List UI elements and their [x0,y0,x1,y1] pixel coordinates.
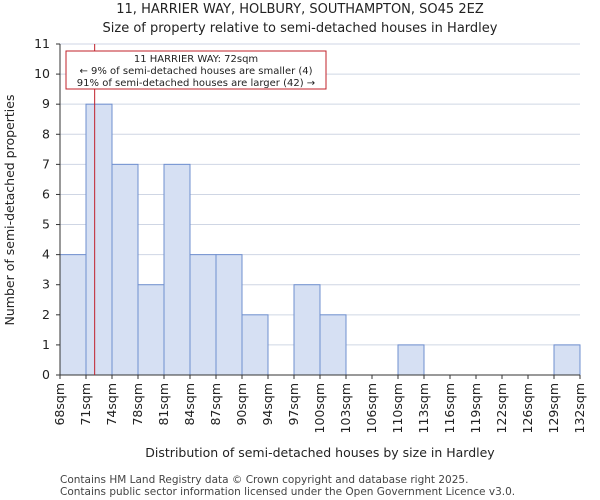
x-tick-label: 90sqm [234,383,249,426]
footer-line-1: Contains HM Land Registry data © Crown c… [60,474,468,486]
x-tick-label: 78sqm [130,383,145,426]
x-tick-label: 68sqm [52,383,67,426]
bar [293,284,321,376]
y-tick-label: 8 [42,126,50,141]
y-tick-label: 1 [42,337,50,352]
x-tick-label: 129sqm [546,383,561,433]
x-tick-label: 81sqm [156,383,171,426]
x-tick-label: 74sqm [104,383,119,426]
bar [111,163,139,376]
y-tick-label: 7 [42,156,50,171]
y-ticks: 0 1 2 3 4 5 6 7 8 9 10 11 [34,36,60,382]
y-tick-label: 0 [42,367,50,382]
bar [241,314,269,376]
bar [137,284,165,376]
bar [397,344,425,376]
x-tick-label: 126sqm [520,383,535,433]
x-tick-label: 113sqm [416,383,431,433]
annotation-line-1: 11 HARRIER WAY: 72sqm [134,54,258,65]
y-tick-label: 5 [42,217,50,232]
x-tick-label: 132sqm [572,383,587,433]
y-axis-label: Number of semi-detached properties [2,95,17,326]
bar [215,254,243,376]
bar [553,344,581,376]
bar [59,254,87,376]
annotation-box [65,50,327,90]
bars [59,103,581,376]
y-tick-label: 10 [34,66,50,81]
x-tick-label: 106sqm [364,383,379,433]
chart-title: 11, HARRIER WAY, HOLBURY, SOUTHAMPTON, S… [116,2,484,17]
bar [85,103,113,376]
chart-subtitle: Size of property relative to semi-detach… [103,21,498,36]
x-ticks: 68sqm 71sqm 74sqm 78sqm 81sqm 84sqm 87sqm 90sqm… [52,375,587,433]
x-tick-label: 110sqm [390,383,405,433]
x-tick-label: 100sqm [312,383,327,433]
x-tick-label: 103sqm [338,383,353,433]
x-tick-label: 122sqm [494,383,509,433]
x-tick-label: 116sqm [442,383,457,433]
y-tick-label: 11 [34,36,50,51]
y-tick-label: 6 [42,186,50,201]
x-tick-label: 94sqm [260,383,275,426]
annotation-line-2: ← 9% of semi-detached houses are smaller… [79,66,312,77]
y-tick-label: 3 [42,277,50,292]
annotation-line-3: 91% of semi-detached houses are larger (… [77,78,315,89]
bar [163,163,191,376]
x-tick-label: 97sqm [286,383,301,426]
bar [189,254,217,376]
x-axis-label: Distribution of semi-detached houses by … [145,445,495,460]
bar [319,314,347,376]
x-tick-label: 119sqm [468,383,483,433]
footer-line-2: Contains public sector information licen… [60,486,515,498]
y-tick-label: 9 [42,96,50,111]
x-tick-label: 71sqm [78,383,93,426]
y-tick-label: 2 [42,307,50,322]
x-tick-label: 84sqm [182,383,197,426]
x-tick-label: 87sqm [208,383,223,426]
y-tick-label: 4 [42,247,50,262]
